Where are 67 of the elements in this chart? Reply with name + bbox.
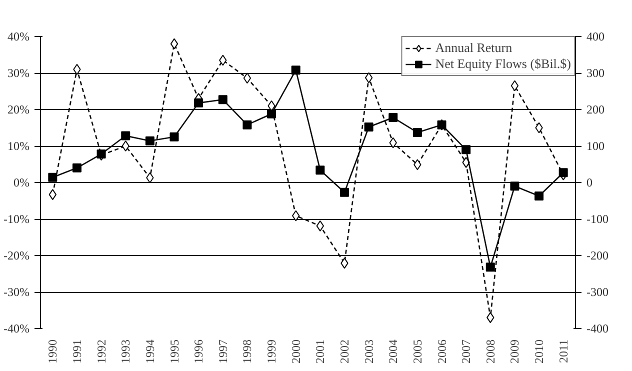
point <box>121 131 130 140</box>
x-tick-label: 1997 <box>216 340 230 364</box>
point <box>364 122 374 132</box>
y-tick-label: -10% <box>4 212 30 226</box>
x-tick-label: 1998 <box>240 340 254 364</box>
point <box>388 113 398 122</box>
y-tick-label: 40% <box>8 30 30 44</box>
y2-tick-label: -300 <box>586 285 608 299</box>
point <box>145 136 154 146</box>
point <box>462 145 471 154</box>
y-tick-label: 10% <box>8 139 30 153</box>
y2-tick-label: -400 <box>586 322 608 336</box>
x-tick-label: 1994 <box>142 340 157 364</box>
y2-tick-label: 400 <box>586 30 604 44</box>
x-tick-label: 2007 <box>459 340 474 364</box>
point <box>243 72 252 84</box>
x-tick-label: 1995 <box>167 340 182 364</box>
point <box>558 168 568 178</box>
y2-tick-label: 0 <box>586 176 592 190</box>
point <box>486 262 495 272</box>
x-tick-label: 1991 <box>70 340 84 364</box>
x-tick-label: 2002 <box>337 340 352 364</box>
y2-tick-label: -200 <box>586 248 608 262</box>
x-tick-label: 1996 <box>192 340 206 364</box>
point <box>291 66 300 75</box>
x-tick-label: 1999 <box>264 340 279 364</box>
point <box>170 38 178 50</box>
x-tick-label: 2008 <box>483 340 498 364</box>
y-tick-label: -30% <box>4 285 30 299</box>
point <box>510 182 520 191</box>
point <box>510 80 519 92</box>
y-tick-label: 30% <box>8 66 30 80</box>
point <box>194 98 204 108</box>
y2-tick-label: 300 <box>586 66 604 80</box>
y2-tick-label: -100 <box>586 212 608 226</box>
y2-tick-label: 100 <box>586 139 604 153</box>
point <box>122 140 130 152</box>
x-tick-label: 2011 <box>556 339 570 364</box>
y-tick-label: -40% <box>4 322 30 336</box>
point <box>340 188 349 197</box>
point <box>412 128 422 137</box>
x-tick-label: 2009 <box>508 340 522 364</box>
x-tick-label: 2010 <box>532 340 546 364</box>
x-tick-label: 1990 <box>46 340 60 364</box>
point <box>316 166 325 175</box>
point <box>267 109 276 118</box>
x-tick-label: 2001 <box>313 340 328 364</box>
y-tick-label: -20% <box>4 248 30 262</box>
point <box>48 172 58 182</box>
legend-label: Annual Return <box>435 40 512 56</box>
y-tick-label: 20% <box>8 102 30 116</box>
point <box>364 72 373 84</box>
x-tick-label: 1992 <box>94 340 108 364</box>
x-tick-label: 1993 <box>118 340 133 364</box>
point <box>242 120 252 130</box>
y-tick-label: 0% <box>14 176 30 190</box>
x-tick-label: 2004 <box>386 340 400 364</box>
x-tick-label: 2000 <box>288 340 303 364</box>
y2-tick-label: 200 <box>586 102 604 116</box>
x-tick-label: 2003 <box>362 340 376 364</box>
point <box>218 95 228 104</box>
point <box>72 163 82 172</box>
point <box>170 132 179 142</box>
legend-label: Net Equity Flows ($Bil.$) <box>435 56 571 72</box>
x-tick-label: 2006 <box>434 340 449 364</box>
point <box>534 192 544 201</box>
x-tick-label: 2005 <box>410 340 424 364</box>
